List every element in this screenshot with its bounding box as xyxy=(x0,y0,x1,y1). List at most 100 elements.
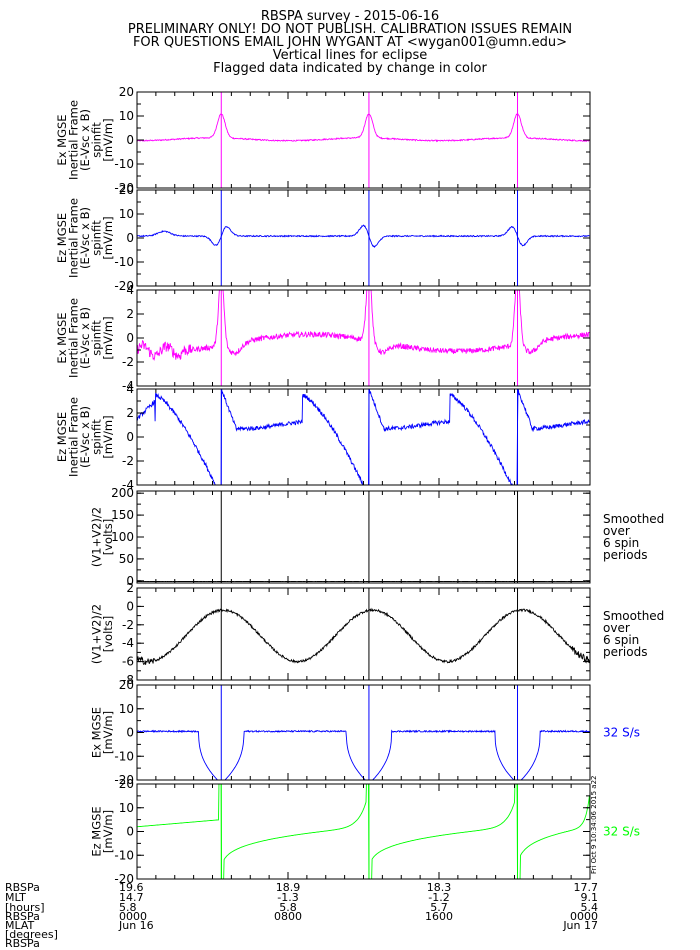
panel-frame xyxy=(136,289,591,387)
panel-frame xyxy=(136,587,591,681)
footer-tick-label: 14.7 xyxy=(119,891,144,904)
y-tick-label: -10 xyxy=(114,157,134,171)
y-axis-label-line: Ez MGSE xyxy=(90,806,104,856)
y-axis-label-line: Ex MGSE xyxy=(55,312,69,363)
y-tick-label: -20 xyxy=(114,279,134,293)
y-axis-label-line: [mV/m] xyxy=(101,711,115,754)
footer-tick-label: 0000 xyxy=(119,910,147,923)
y-axis-label-line: spinfit xyxy=(90,220,104,256)
footer-tick-label: 5.8 xyxy=(279,901,297,914)
y-tick-label: 2 xyxy=(126,581,134,595)
right-label-line: 32 S/s xyxy=(603,726,640,740)
y-tick-label: -2 xyxy=(122,355,134,369)
y-tick-label: -10 xyxy=(114,749,134,763)
y-axis-label-line: [mV/m] xyxy=(101,216,115,259)
y-axis-label-line: Inertial Frame xyxy=(67,298,81,378)
footer-tick-label: 18.3 xyxy=(427,881,452,894)
panel-3: -4 -2 0 2 4 Ex MGSEInertial Frame(E-Vsc x B)s… xyxy=(55,283,591,393)
footer-tick-label: -1.2 xyxy=(428,891,449,904)
y-tick-label: 0 xyxy=(126,574,134,588)
y-tick-label: -10 xyxy=(114,255,134,269)
y-tick-label: 0 xyxy=(126,231,134,245)
timestamp-stamp: Fri Oct 9 10:34:06 2015 a22 xyxy=(590,776,598,874)
footer-tick-label: 18.9 xyxy=(276,881,301,894)
y-tick-label: 20 xyxy=(119,183,134,197)
panel-frame xyxy=(136,388,591,486)
footer-tick-label: 9.1 xyxy=(581,891,599,904)
panel-frame xyxy=(136,684,591,781)
y-tick-label: 100 xyxy=(111,530,134,544)
chart-title: RBSPA survey - 2015-06-16 PRELIMINARY ON… xyxy=(0,10,700,75)
y-axis-label-line: Ez MGSE xyxy=(55,412,69,462)
y-tick-label: 20 xyxy=(119,678,134,692)
y-axis-label-line: Inertial Frame xyxy=(67,100,81,180)
right-label-line: 6 spin xyxy=(603,536,639,550)
footer-row-label: RBSPa xyxy=(5,937,40,950)
footer-tick-label: 5.8 xyxy=(119,901,137,914)
title-line-3: FOR QUESTIONS EMAIL JOHN WYGANT AT <wyga… xyxy=(132,35,568,50)
right-label-line: Smoothed xyxy=(603,609,664,623)
panel-6: -8 -6 -4 -2 0 2 (V1+V2)/2[volts] Smoothed over 6 … xyxy=(90,581,665,687)
series-line xyxy=(137,729,590,780)
y-tick-label: -2 xyxy=(122,618,134,632)
y-axis-label: Ex MGSE[mV/m] xyxy=(90,707,116,758)
y-axis-label-line: Inertial Frame xyxy=(67,198,81,278)
right-label-line: over xyxy=(603,524,630,538)
title-line-4: Vertical lines for eclipse xyxy=(272,48,428,63)
panel-1: -20 -10 0 10 20 Ex MGSEInertial Frame(E-Vsc x… xyxy=(55,85,591,195)
right-label-line: Smoothed xyxy=(603,512,664,526)
y-axis-label-line: spinfit xyxy=(90,320,104,356)
series-line xyxy=(137,290,590,362)
footer-row-label: MLAT xyxy=(5,919,35,932)
y-tick-label: 200 xyxy=(111,486,134,500)
y-axis-label-line: [mV/m] xyxy=(101,415,115,458)
y-axis-label-line: spinfit xyxy=(90,122,104,158)
right-label-line: over xyxy=(603,621,630,635)
footer-tick-label: 5.4 xyxy=(581,901,599,914)
y-tick-label: -20 xyxy=(114,872,134,886)
right-label: 32 S/s xyxy=(603,825,640,839)
y-tick-label: -4 xyxy=(122,478,134,492)
footer-tick-label: 19.6 xyxy=(119,881,144,894)
y-axis-label-line: [volts] xyxy=(101,519,115,556)
panel-frame xyxy=(136,91,591,189)
y-axis-label-line: (E-Vsc x B) xyxy=(78,207,92,269)
y-tick-label: -4 xyxy=(122,379,134,393)
y-tick-label: 20 xyxy=(119,85,134,99)
series-line xyxy=(137,607,590,665)
y-tick-label: 150 xyxy=(111,508,134,522)
footer-tick-label: 1600 xyxy=(425,910,453,923)
footer-tick-label: Jun 16 xyxy=(118,919,154,932)
right-label: Smoothed over 6 spin periods xyxy=(603,512,664,562)
x-axis-footer: RBSPaMLT[hours]RBSPaMLAT[degrees]RBSPa19… xyxy=(5,881,598,950)
footer-row-label: [hours] xyxy=(5,901,45,914)
title-line-2: PRELIMINARY ONLY! DO NOT PUBLISH. CALIBR… xyxy=(127,22,573,37)
title-line-1: RBSPA survey - 2015-06-16 xyxy=(260,9,440,24)
y-tick-label: -4 xyxy=(122,636,134,650)
footer-row-label: RBSPa xyxy=(5,910,40,923)
y-tick-label: 0 xyxy=(126,599,134,613)
y-tick-label: -8 xyxy=(122,673,134,687)
panel-frame xyxy=(136,783,591,880)
y-tick-label: 4 xyxy=(126,283,134,297)
y-axis-label: Ez MGSE[mV/m] xyxy=(90,806,116,856)
footer-tick-label: 5.7 xyxy=(430,901,448,914)
y-axis-label-line: Ex MGSE xyxy=(55,114,69,165)
y-tick-label: 20 xyxy=(119,777,134,791)
series-line xyxy=(137,389,590,485)
panel-4: -4 -2 0 2 4 Ez MGSEInertial Frame(E-Vsc x B)s… xyxy=(55,382,591,492)
y-tick-label: 10 xyxy=(119,702,134,716)
right-label: 32 S/s xyxy=(603,726,640,740)
footer-row-label: RBSPa xyxy=(5,881,40,894)
panel-frame xyxy=(136,189,591,287)
footer-tick-label: 0000 xyxy=(570,910,598,923)
footer-tick-label: 17.7 xyxy=(574,881,599,894)
footer-row-label: [degrees] xyxy=(5,928,58,941)
y-tick-label: 0 xyxy=(126,430,134,444)
y-axis-label-line: (V1+V2)/2 xyxy=(90,507,104,567)
y-axis-label-line: Inertial Frame xyxy=(67,397,81,477)
y-axis-label-line: Ex MGSE xyxy=(90,707,104,758)
y-tick-label: 10 xyxy=(119,801,134,815)
right-label-line: periods xyxy=(603,645,647,659)
